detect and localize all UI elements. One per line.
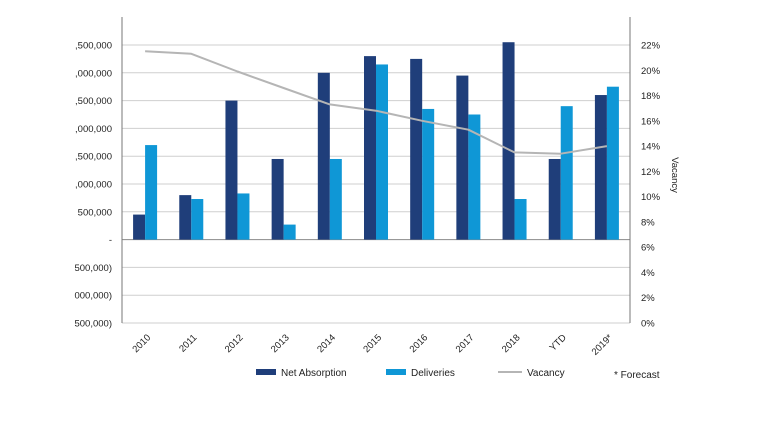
right-tick-label-6: 12% (641, 167, 661, 178)
right-tick-label-0: 0% (641, 319, 655, 330)
left-tick-label-4: 500,000 (78, 207, 112, 218)
right-axis-title: Vacancy (669, 157, 680, 193)
left-tick-label-5: ,000,000 (75, 180, 112, 191)
right-tick-labels: 0% 2% 4% 6% 8% 10% 12% 14% 16% 18% 20% 22% (641, 41, 661, 330)
x-tick-label-2013: 2013 (269, 332, 292, 355)
left-tick-label-1: 000,000) (74, 291, 112, 302)
vacancy-line-group (145, 50, 608, 155)
vacancy-line (145, 50, 608, 155)
left-tick-label-3: - (109, 235, 112, 246)
bar-deliveries-ytd (560, 106, 573, 240)
bar-deliveries-2018 (514, 199, 527, 240)
x-tick-label-2014: 2014 (315, 332, 338, 355)
legend-swatch-net-absorption (256, 369, 276, 375)
bar-deliveries-2010 (145, 145, 158, 240)
bar-deliveries-2019 (606, 86, 619, 240)
left-tick-label-9: ,000,000 (75, 68, 112, 79)
left-tick-labels: 500,000) 000,000) 500,000) - 500,000 ,000,000… (74, 41, 112, 330)
right-tick-label-5: 10% (641, 192, 661, 203)
left-tick-label-7: ,000,000 (75, 124, 112, 135)
bar-deliveries-2012 (237, 193, 250, 240)
x-tick-label-2011: 2011 (177, 332, 199, 354)
right-tick-label-8: 16% (641, 116, 661, 127)
left-tick-label-6: ,500,000 (75, 152, 112, 163)
bar-net-absorption-2010 (133, 214, 146, 240)
bar-net-absorption-2019 (594, 95, 607, 240)
bar-net-absorption-2011 (179, 195, 192, 240)
right-tick-label-10: 20% (641, 66, 661, 77)
x-tick-label-2016: 2016 (408, 332, 431, 355)
right-tick-label-11: 22% (641, 41, 661, 52)
legend-label-net-absorption: Net Absorption (281, 368, 347, 379)
right-tick-label-9: 18% (641, 91, 661, 102)
bar-deliveries-2013 (283, 224, 296, 240)
right-tick-label-2: 4% (641, 268, 655, 279)
right-tick-label-7: 14% (641, 142, 661, 153)
bar-net-absorption-2018 (502, 42, 515, 240)
right-tick-label-1: 2% (641, 293, 655, 304)
x-tick-label-ytd: YTD (548, 332, 569, 353)
x-tick-label-2015: 2015 (361, 332, 384, 355)
x-tick-label-2010: 2010 (130, 332, 153, 355)
x-tick-label-2019: 2019* (590, 332, 616, 358)
right-tick-label-3: 6% (641, 243, 655, 254)
legend-swatch-deliveries (386, 369, 406, 375)
bar-net-absorption-2012 (225, 100, 238, 240)
x-tick-label-2017: 2017 (454, 332, 477, 355)
bar-net-absorption-2017 (456, 75, 469, 240)
x-tick-label-2012: 2012 (223, 332, 246, 355)
legend: Net Absorption Deliveries Vacancy * Fore… (256, 368, 660, 381)
bar-deliveries-2011 (191, 199, 204, 240)
legend-label-vacancy: Vacancy (527, 368, 565, 379)
left-tick-label-2: 500,000) (74, 263, 112, 274)
bar-deliveries-2017 (468, 114, 481, 240)
bar-net-absorption-2013 (271, 158, 284, 240)
bars (133, 42, 619, 240)
bar-deliveries-2015 (376, 64, 388, 240)
bar-net-absorption-ytd (548, 158, 561, 240)
legend-label-deliveries: Deliveries (411, 368, 455, 379)
bar-deliveries-2016 (422, 108, 435, 240)
bar-net-absorption-2016 (410, 58, 423, 240)
left-tick-label-10: ,500,000 (75, 41, 112, 52)
left-tick-label-8: ,500,000 (75, 96, 112, 107)
right-tick-label-4: 8% (641, 217, 655, 228)
bar-net-absorption-2015 (364, 56, 376, 240)
left-tick-label-0: 500,000) (74, 319, 112, 330)
forecast-note: * Forecast (614, 370, 660, 381)
bar-deliveries-2014 (329, 158, 342, 240)
x-tick-labels: 2010 2011 2012 2013 2014 2015 2016 2017 2018 YTD 2… (130, 332, 615, 358)
bar-net-absorption-2014 (317, 72, 330, 240)
x-tick-label-2018: 2018 (500, 332, 523, 355)
axes (121, 17, 631, 323)
